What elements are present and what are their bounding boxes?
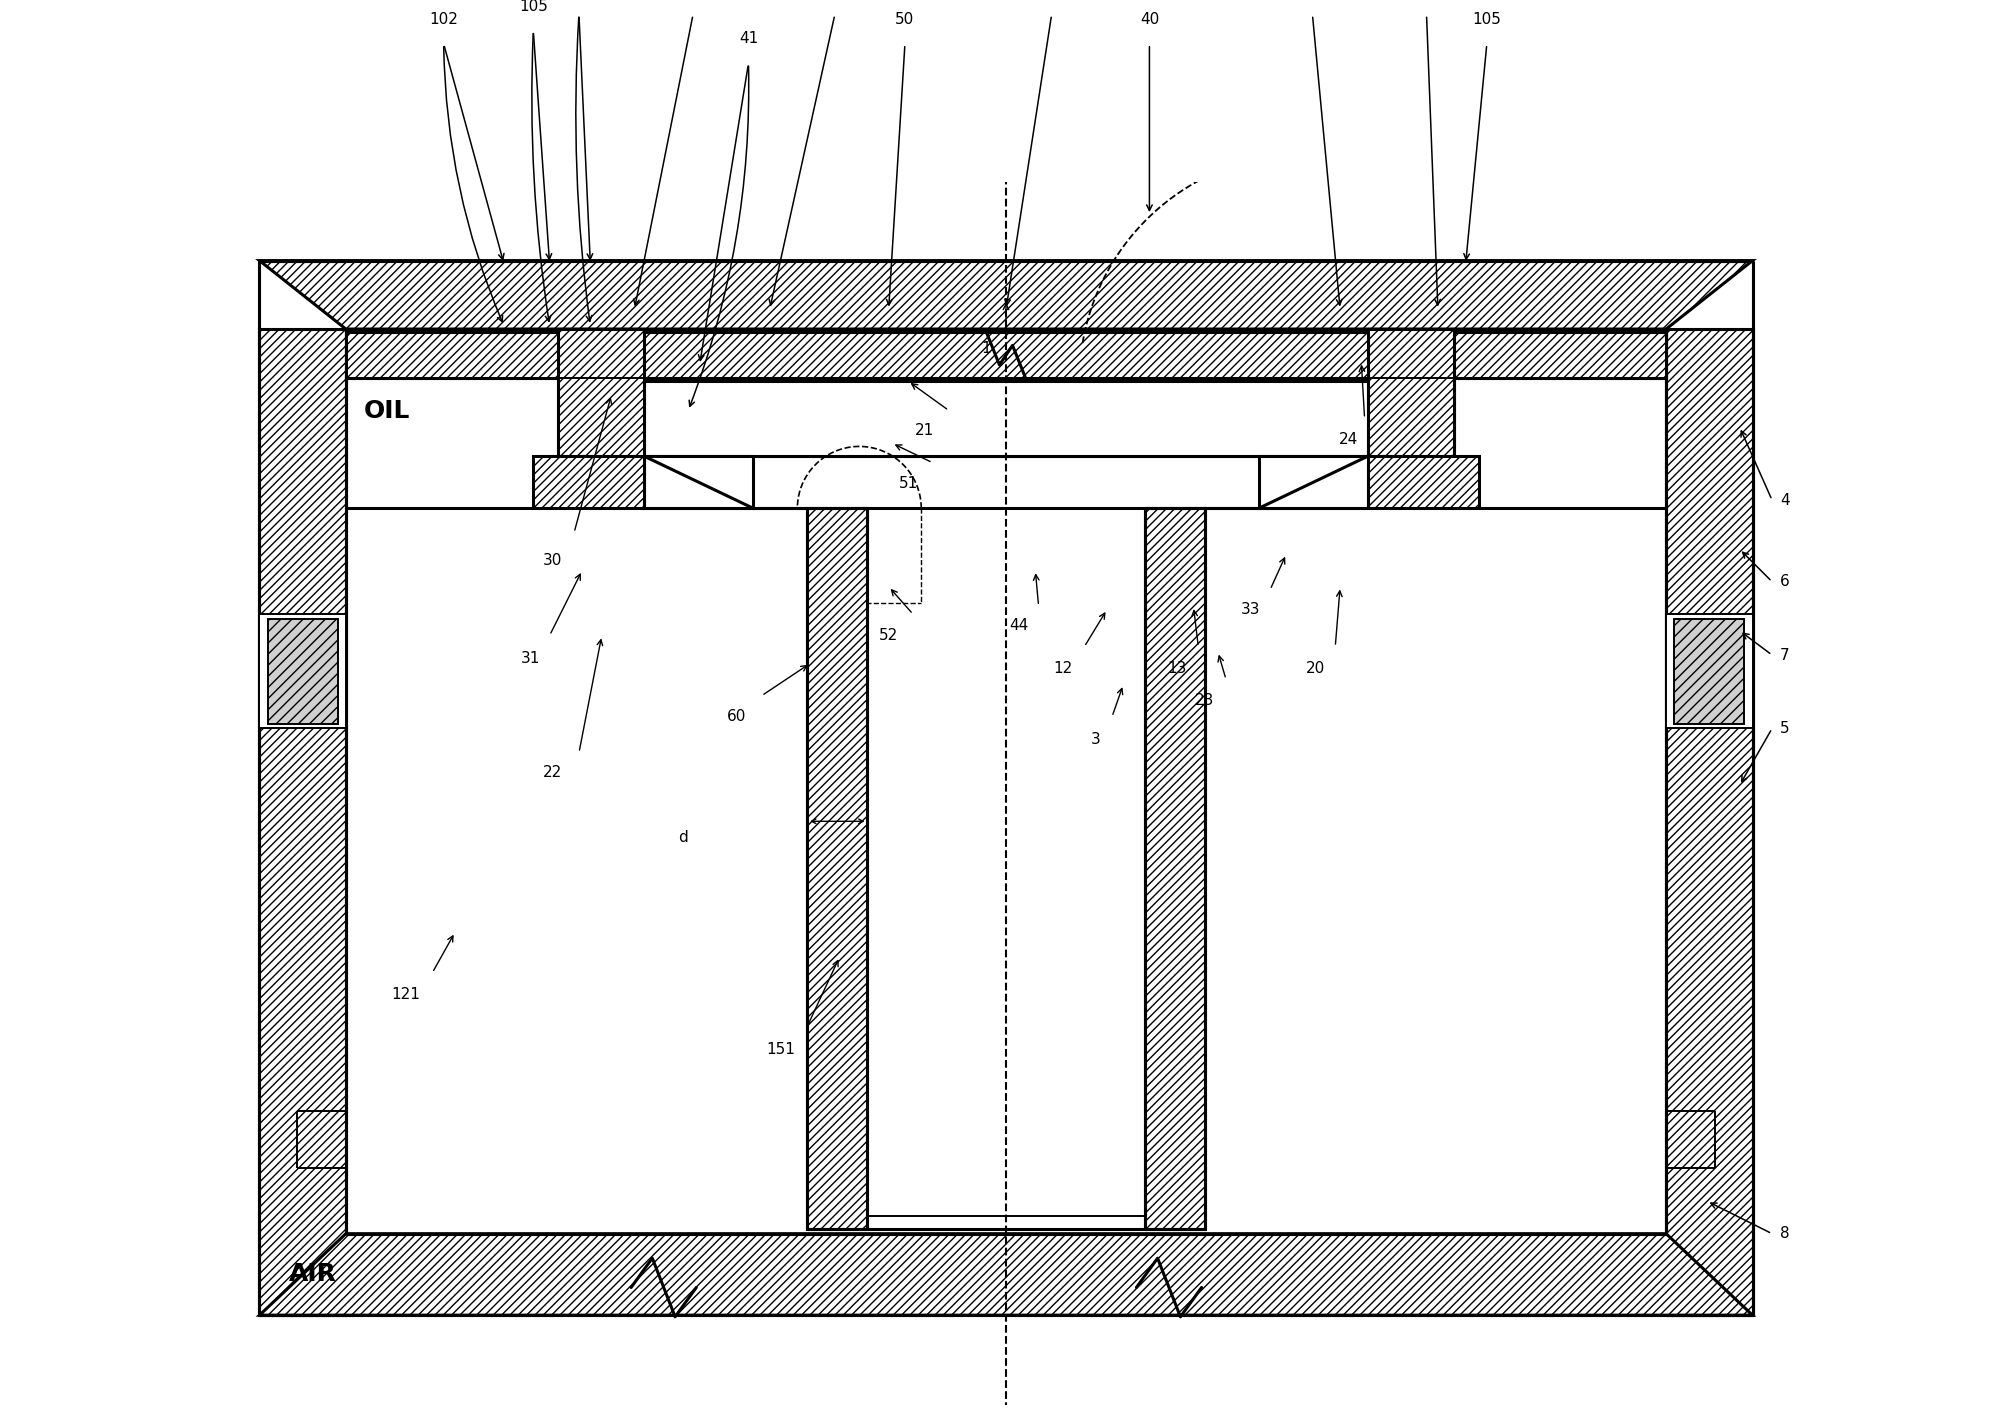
Text: 5: 5 xyxy=(1781,721,1791,735)
Text: 13: 13 xyxy=(1167,661,1187,675)
Text: 33: 33 xyxy=(1241,602,1260,617)
Polygon shape xyxy=(1368,330,1455,457)
Text: 41: 41 xyxy=(738,31,759,46)
Polygon shape xyxy=(260,1234,1752,1315)
Text: 24: 24 xyxy=(1338,433,1358,448)
Text: 60: 60 xyxy=(728,710,746,724)
Polygon shape xyxy=(268,619,338,723)
Polygon shape xyxy=(644,382,1368,457)
Polygon shape xyxy=(807,509,867,1229)
Polygon shape xyxy=(1260,457,1368,509)
Text: 151: 151 xyxy=(767,1043,795,1057)
Polygon shape xyxy=(1145,509,1205,1229)
Polygon shape xyxy=(260,261,1752,330)
Text: 23: 23 xyxy=(1195,693,1215,709)
Polygon shape xyxy=(346,509,807,1229)
Text: 30: 30 xyxy=(543,552,563,568)
Polygon shape xyxy=(1674,619,1744,723)
Polygon shape xyxy=(1666,330,1752,1315)
Text: 6: 6 xyxy=(1781,575,1791,589)
Polygon shape xyxy=(1205,509,1666,1234)
Polygon shape xyxy=(346,333,1666,378)
Polygon shape xyxy=(346,1229,807,1234)
Text: 105: 105 xyxy=(1473,11,1501,27)
Text: OIL: OIL xyxy=(364,399,410,423)
Text: 44: 44 xyxy=(1010,619,1028,633)
Bar xyxy=(867,509,1145,1229)
Text: 52: 52 xyxy=(879,628,897,643)
Text: 21: 21 xyxy=(915,423,934,438)
Text: 20: 20 xyxy=(1306,661,1326,675)
Text: 4: 4 xyxy=(1781,493,1791,507)
Text: 31: 31 xyxy=(521,651,539,666)
Polygon shape xyxy=(533,457,644,509)
Polygon shape xyxy=(1368,457,1479,509)
Text: AIR: AIR xyxy=(290,1262,338,1286)
Polygon shape xyxy=(1260,457,1368,509)
Text: 3: 3 xyxy=(1091,733,1101,747)
Text: 1: 1 xyxy=(982,341,992,356)
Text: 40: 40 xyxy=(1141,11,1159,27)
Polygon shape xyxy=(260,330,346,1315)
Bar xyxy=(260,614,346,728)
Bar xyxy=(1666,614,1752,728)
Text: 102: 102 xyxy=(429,11,459,27)
Polygon shape xyxy=(644,457,752,509)
Polygon shape xyxy=(557,330,644,457)
Text: 50: 50 xyxy=(895,11,915,27)
Polygon shape xyxy=(644,457,752,509)
Text: 51: 51 xyxy=(899,476,917,492)
Polygon shape xyxy=(346,509,807,1229)
Text: d: d xyxy=(678,830,688,845)
Text: 105: 105 xyxy=(519,0,547,14)
Text: 8: 8 xyxy=(1781,1226,1791,1241)
Text: 12: 12 xyxy=(1054,661,1072,675)
Text: 121: 121 xyxy=(392,986,421,1002)
Text: 7: 7 xyxy=(1781,648,1791,662)
Text: 22: 22 xyxy=(543,765,563,781)
